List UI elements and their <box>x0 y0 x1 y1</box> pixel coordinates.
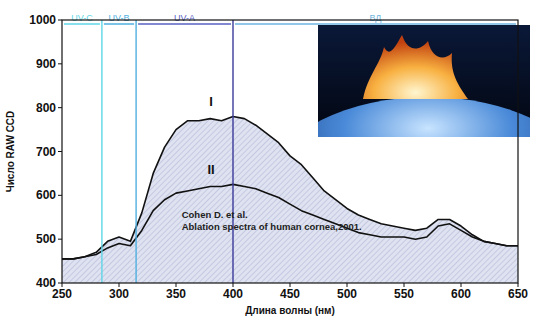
plot-area <box>62 116 518 283</box>
chart-svg: UV-CUV-BUV-AВДIIICohen D. et al.Ablation… <box>0 0 535 325</box>
chart-root: UV-CUV-BUV-AВДIIICohen D. et al.Ablation… <box>0 0 535 325</box>
y-tick <box>58 63 62 64</box>
y-tick-label: 600 <box>36 188 56 202</box>
y-tick-label: 500 <box>36 232 56 246</box>
inset-photo <box>278 25 535 253</box>
series-label: I <box>209 94 213 109</box>
x-tick-label: 500 <box>337 287 357 301</box>
annotation: Cohen D. et al. <box>182 209 248 220</box>
y-tick-label: 700 <box>36 145 56 159</box>
region-label: ВД <box>370 13 382 23</box>
region-label: UV-A <box>174 13 195 23</box>
y-tick <box>58 151 62 152</box>
x-tick-label: 400 <box>223 287 243 301</box>
region-boundary <box>101 20 102 283</box>
y-tick <box>58 107 62 108</box>
annotation: Ablation spectra of human cornea,2001. <box>182 221 362 232</box>
y-axis-label: Число RAW CCD <box>5 111 16 193</box>
y-tick <box>58 283 62 284</box>
plot-frame <box>62 20 518 283</box>
x-tick-label: 350 <box>166 287 186 301</box>
region-boundary <box>232 20 233 283</box>
region-span <box>104 23 134 25</box>
series-label: II <box>207 162 214 177</box>
region-span <box>235 23 516 25</box>
x-tick-label: 300 <box>109 287 129 301</box>
y-tick <box>58 195 62 196</box>
y-tick <box>58 20 62 21</box>
region-boundary <box>135 20 136 283</box>
y-tick-label: 900 <box>36 57 56 71</box>
x-tick-label: 450 <box>280 287 300 301</box>
series-line <box>62 116 518 258</box>
area-fill <box>62 116 518 283</box>
region-span <box>138 23 231 25</box>
y-tick-label: 800 <box>36 101 56 115</box>
region-span <box>64 23 100 25</box>
y-tick <box>58 239 62 240</box>
y-tick-label: 1000 <box>29 13 56 27</box>
region-label: UV-C <box>71 13 93 23</box>
x-tick-label: 650 <box>508 287 528 301</box>
x-tick-label: 600 <box>451 287 471 301</box>
series-line <box>62 184 518 259</box>
x-tick-label: 550 <box>394 287 414 301</box>
region-label: UV-B <box>108 13 129 23</box>
plot-background <box>62 20 518 283</box>
y-tick-label: 400 <box>36 276 56 290</box>
x-axis-label: Длина волны (нм) <box>245 305 335 316</box>
